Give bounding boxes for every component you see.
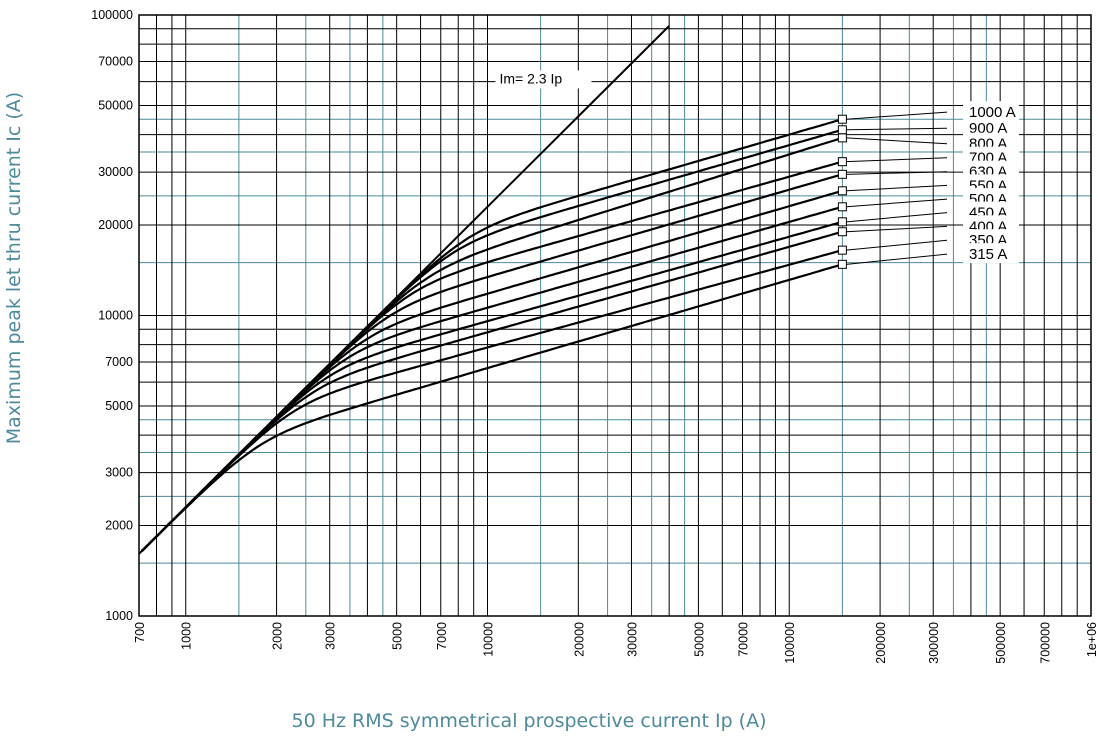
- leader-line: [846, 137, 948, 145]
- x-tick-label: 70000: [737, 622, 751, 657]
- y-tick-label: 3000: [105, 466, 133, 480]
- leader-line: [846, 225, 948, 233]
- curve-315a: [141, 263, 843, 552]
- y-tick-label: 1000: [105, 609, 133, 623]
- leader-line: [846, 184, 948, 192]
- curve-end-marker: [837, 227, 847, 237]
- curve-label-background: [963, 117, 1019, 138]
- x-tick-label: 7000: [435, 622, 449, 650]
- leader-line: [846, 111, 948, 120]
- curve-end-marker: [837, 157, 847, 167]
- x-tick-label: 10000: [481, 622, 495, 657]
- curve-end-marker: [837, 133, 847, 143]
- curve-500a: [141, 205, 843, 552]
- plot-frame: [138, 14, 1092, 617]
- x-tick-label: 1000: [180, 622, 194, 650]
- curve-end-marker: [837, 202, 847, 212]
- x-tick-label: 20000: [572, 622, 586, 657]
- limit-label-background: [495, 70, 592, 89]
- curve-900a: [141, 128, 843, 552]
- curve-end-marker: [837, 186, 847, 196]
- x-tick-label: 100000: [783, 622, 797, 664]
- y-axis-label: Maximum peak let thru current Ic (A): [3, 92, 25, 444]
- curve-630a: [141, 173, 843, 552]
- leader-line: [846, 157, 948, 163]
- curve-450a: [141, 220, 843, 552]
- curve-400a: [141, 230, 843, 552]
- x-tick-label: 3000: [324, 622, 338, 650]
- x-tick-labels: 700 1000 2000 3000 5000 7000 10000 20000 30000 50…: [133, 622, 1098, 664]
- leader-line: [846, 171, 948, 175]
- leader-line: [846, 253, 948, 265]
- curve-350a: [141, 249, 843, 552]
- x-tick-label: 2000: [271, 622, 285, 650]
- x-tick-label: 50000: [692, 622, 706, 657]
- curve-label: 315 A: [969, 246, 1007, 263]
- curve-label-background: [963, 243, 1019, 264]
- y-tick-labels: 1000 2000 3000 5000 7000 10000 20000 30000 50000…: [91, 8, 133, 623]
- x-tick-label: 30000: [625, 622, 639, 657]
- curve-end-marker: [837, 125, 847, 135]
- y-tick-label: 7000: [105, 355, 133, 369]
- curve-label: 1000 A: [969, 104, 1016, 121]
- leader-line: [846, 212, 948, 223]
- y-tick-label: 10000: [98, 309, 133, 323]
- curve-end-marker: [837, 114, 847, 124]
- grid: [138, 14, 1092, 617]
- curve-label-background: [963, 101, 1019, 122]
- x-tick-label: 200000: [874, 622, 888, 664]
- x-tick-label: 500000: [994, 622, 1008, 664]
- curve-1000a: [141, 118, 843, 552]
- leader-line: [846, 198, 948, 208]
- curve-end-marker: [837, 245, 847, 255]
- y-tick-label: 30000: [98, 165, 133, 179]
- y-tick-label: 70000: [98, 55, 133, 69]
- x-tick-label: 1e+06: [1085, 622, 1098, 657]
- y-tick-label: 20000: [98, 218, 133, 232]
- curve-end-marker: [837, 217, 847, 227]
- limit-line-label: Im= 2.3 Ip: [499, 70, 562, 86]
- curve-550a: [141, 189, 843, 552]
- y-tick-label: 5000: [105, 399, 133, 413]
- curve-end-marker: [837, 169, 847, 179]
- x-tick-label: 700: [133, 622, 147, 643]
- x-tick-label: 700000: [1038, 622, 1052, 664]
- x-axis-label: 50 Hz RMS symmetrical prospective curren…: [292, 710, 767, 732]
- curve-end-marker: [837, 259, 847, 269]
- curves-group: [141, 118, 843, 552]
- y-tick-label: 100000: [91, 8, 133, 22]
- y-tick-label: 50000: [98, 98, 133, 112]
- leader-line: [846, 239, 948, 251]
- leader-line: [846, 127, 948, 131]
- plot-border: [138, 14, 1092, 617]
- x-tick-label: 300000: [927, 622, 941, 664]
- y-tick-label: 2000: [105, 519, 133, 533]
- x-tick-label: 5000: [391, 622, 405, 650]
